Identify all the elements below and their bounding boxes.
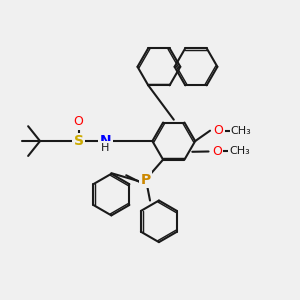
Text: O: O bbox=[74, 115, 84, 128]
Text: S: S bbox=[74, 134, 84, 148]
Text: O: O bbox=[212, 145, 222, 158]
Text: CH₃: CH₃ bbox=[231, 126, 252, 136]
Text: P: P bbox=[140, 173, 151, 187]
Text: O: O bbox=[213, 124, 223, 137]
Text: N: N bbox=[100, 134, 111, 148]
Text: H: H bbox=[101, 142, 110, 153]
Text: CH₃: CH₃ bbox=[230, 146, 250, 157]
